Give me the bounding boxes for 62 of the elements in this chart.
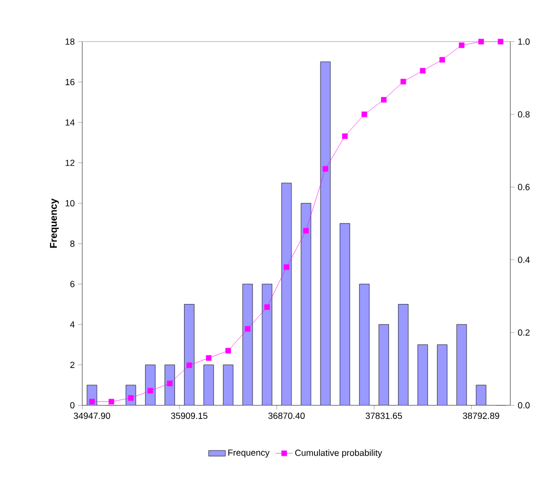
x-tick-label: 37831.65 (366, 412, 402, 420)
bar (164, 365, 175, 406)
bar (340, 224, 350, 406)
bar (145, 365, 156, 406)
point (498, 39, 504, 45)
point (322, 166, 328, 172)
x-tick-label: 38792.89 (462, 412, 500, 420)
y-tick-label: 18 (66, 38, 74, 45)
y-tick-label: 16 (66, 79, 74, 86)
point (244, 326, 250, 332)
point (206, 355, 212, 361)
y2-tick-label: 0.4 (518, 256, 530, 264)
bar (262, 284, 272, 406)
legend-label: Cumulative probability (295, 450, 382, 458)
x-tick-label: 34947.90 (74, 412, 110, 420)
bar (320, 62, 330, 406)
y2-tick-label: 0.0 (518, 402, 530, 409)
bar (184, 304, 194, 406)
point (400, 79, 406, 85)
bar (204, 365, 214, 406)
y-tick-label: 10 (66, 200, 75, 207)
point (108, 399, 114, 405)
bar (378, 324, 389, 406)
x-tick-label: 36870.40 (268, 412, 305, 420)
bar (398, 304, 408, 406)
bar (456, 324, 467, 406)
y-tick-label: 0 (70, 402, 75, 409)
bar (282, 183, 292, 406)
y-axis-title: Frequency (50, 198, 59, 248)
point (89, 399, 95, 405)
legend-label: Frequency (228, 450, 270, 458)
y2-tick-label: 1.0 (518, 38, 530, 45)
y-tick-label: 4 (70, 322, 75, 328)
bar (437, 344, 448, 406)
point (478, 39, 484, 45)
y-tick-label: 8 (70, 240, 74, 248)
point (167, 380, 173, 386)
y2-tick-label: 0.2 (518, 330, 530, 336)
point (284, 264, 290, 270)
point (458, 42, 464, 48)
x-tick-label: 35909.15 (171, 412, 208, 420)
bar (223, 365, 234, 406)
y2-tick-label: 0.8 (518, 111, 530, 118)
bar (418, 344, 428, 406)
point (148, 388, 154, 394)
bar (242, 284, 253, 406)
point (342, 134, 348, 140)
point (439, 57, 445, 63)
y-tick-label: 12 (66, 160, 74, 166)
y-tick-label: 6 (70, 281, 74, 288)
point (264, 304, 270, 310)
point (381, 97, 387, 103)
bar (301, 203, 311, 406)
point (303, 228, 309, 234)
y-tick-label: 14 (66, 120, 75, 126)
y2-tick-label: 0.6 (518, 184, 530, 190)
bar (359, 284, 370, 406)
point (225, 348, 231, 354)
point (362, 112, 368, 118)
point (420, 68, 426, 74)
y-tick-label: 2 (70, 362, 74, 368)
point (186, 362, 192, 368)
